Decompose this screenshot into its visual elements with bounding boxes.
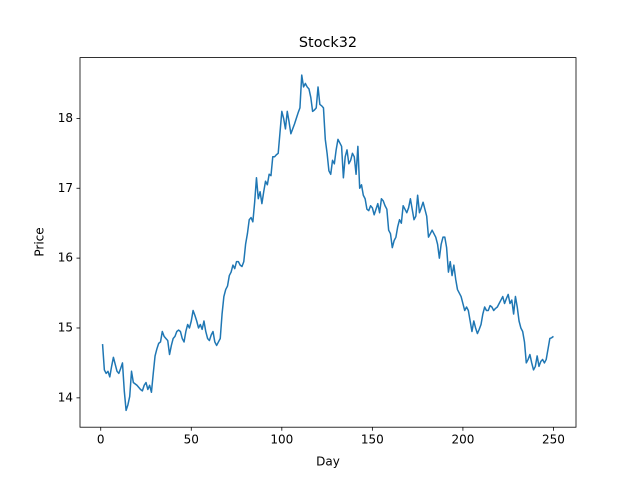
chart-title: Stock32	[299, 35, 357, 51]
line	[101, 74, 554, 412]
x-tick-label: 50	[184, 433, 199, 447]
x-tick-label: 100	[270, 433, 293, 447]
x-tick-label: 0	[97, 433, 105, 447]
y-axis-label: Price	[33, 227, 47, 256]
y-tick-label: 16	[58, 251, 73, 265]
x-tick-label: 250	[542, 433, 565, 447]
x-axis-label: Day	[316, 455, 340, 469]
x-tick-label: 200	[451, 433, 474, 447]
x-tick-label: 150	[361, 433, 384, 447]
plot-frame	[79, 57, 577, 428]
y-tick-label: 17	[58, 181, 73, 195]
y-tick-label: 18	[58, 111, 73, 125]
y-tick-label: 14	[58, 390, 73, 404]
y-tick-label: 15	[58, 320, 73, 334]
